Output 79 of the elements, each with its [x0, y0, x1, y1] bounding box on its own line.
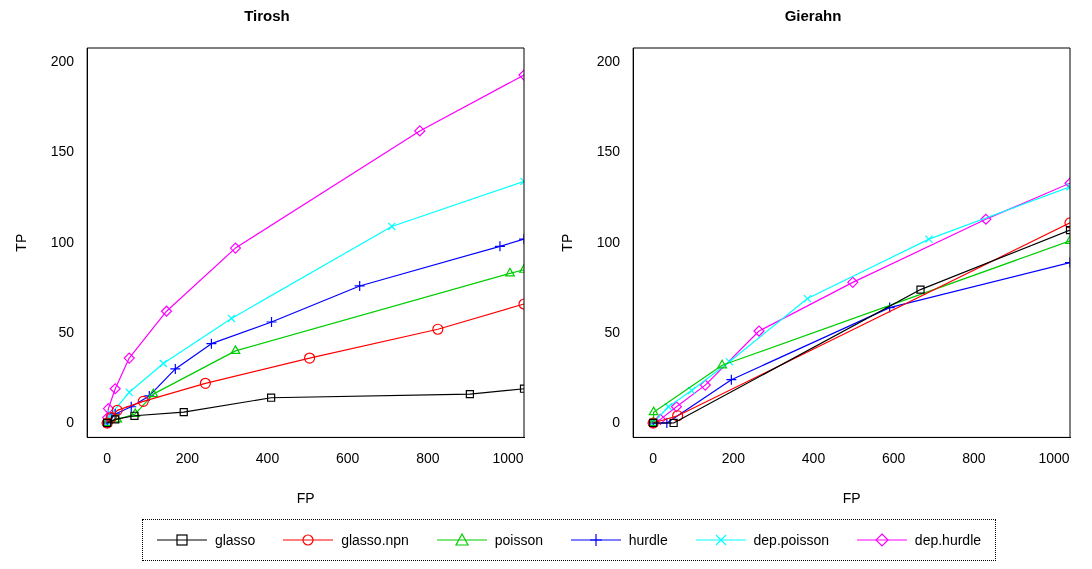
point [265, 316, 278, 328]
x-tick-label: 0 [103, 449, 112, 466]
chart-title: Tirosh [244, 7, 290, 25]
point [687, 386, 696, 395]
point [123, 352, 135, 364]
point [924, 234, 934, 244]
y-axis-title: TP [13, 233, 30, 252]
point [107, 409, 116, 419]
point [670, 401, 683, 413]
point [266, 393, 276, 402]
y-tick-label: 50 [58, 323, 75, 340]
point [143, 390, 155, 402]
y-tick-label: 0 [612, 413, 621, 430]
x-tick-label: 800 [962, 449, 986, 466]
point [227, 314, 236, 323]
point [125, 388, 134, 397]
point [725, 374, 737, 386]
y-axis-title: TP [559, 233, 576, 252]
point [159, 359, 168, 368]
point [803, 294, 812, 303]
legend-label: glasso.npn [341, 532, 409, 548]
x-tick-label: 0 [649, 449, 658, 466]
point [672, 410, 684, 422]
legend-label: poisson [494, 532, 543, 548]
x-tick-label: 1000 [1038, 449, 1070, 466]
point [494, 240, 506, 252]
point [725, 357, 734, 366]
point [505, 267, 515, 277]
y-tick-label: 100 [596, 233, 621, 250]
legend-label: glasso [214, 532, 256, 548]
y-tick-label: 150 [50, 143, 75, 160]
point [465, 390, 475, 399]
point [654, 413, 667, 425]
y-tick-label: 0 [66, 413, 75, 430]
y-tick-label: 200 [50, 53, 75, 70]
point [664, 402, 673, 411]
point [111, 404, 123, 416]
y-tick-label: 50 [604, 323, 621, 340]
x-tick-label: 400 [255, 449, 280, 466]
point [148, 388, 159, 398]
x-axis-title: FP [842, 490, 861, 507]
point [354, 280, 366, 292]
point [717, 359, 728, 369]
point [229, 242, 242, 254]
point [753, 325, 765, 337]
point [205, 338, 217, 350]
x-tick-label: 200 [175, 449, 200, 466]
point [179, 408, 188, 417]
point [699, 379, 711, 391]
y-tick-label: 150 [596, 143, 621, 160]
point [669, 418, 678, 428]
x-tick-label: 400 [801, 449, 826, 466]
point [432, 323, 444, 335]
legend-label: dep.hurdle [914, 532, 982, 548]
point [169, 363, 181, 375]
point [916, 285, 925, 294]
point [230, 345, 241, 354]
point [109, 383, 121, 395]
point [980, 213, 992, 225]
point [847, 276, 859, 288]
x-tick-label: 200 [721, 449, 746, 466]
point [199, 377, 211, 389]
point [102, 402, 114, 415]
point [303, 352, 316, 364]
legend-label: dep.poisson [753, 532, 830, 548]
point [648, 406, 659, 416]
y-tick-label: 200 [596, 53, 621, 70]
x-tick-label: 600 [881, 449, 906, 466]
x-tick-label: 600 [335, 449, 360, 466]
point [160, 305, 173, 317]
point [387, 222, 396, 231]
x-axis-title: FP [296, 490, 315, 507]
point [137, 395, 149, 407]
chart-title: Gierahn [784, 7, 842, 25]
y-tick-label: 100 [50, 233, 75, 250]
point [414, 125, 426, 137]
legend-label: hurdle [628, 532, 668, 548]
x-tick-label: 1000 [492, 449, 524, 466]
x-tick-label: 800 [416, 449, 440, 466]
